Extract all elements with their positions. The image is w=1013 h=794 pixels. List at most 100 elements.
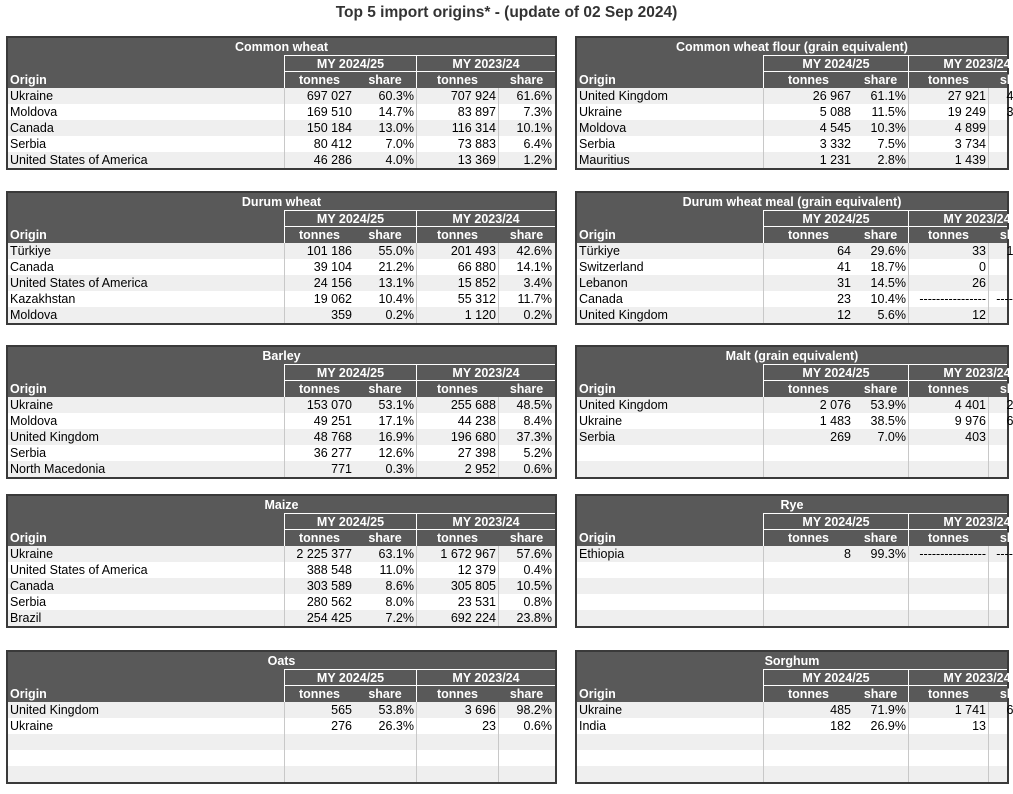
tonnes-current-cell [763, 750, 853, 766]
share-previous-cell: 1.2% [498, 152, 555, 168]
origin-cell: Moldova [10, 308, 58, 322]
share-previous-cell: 48.5% [498, 397, 555, 413]
my-current-header: MY 2024/25 [763, 211, 908, 227]
header-rule [763, 669, 1007, 670]
import-table: Durum wheat meal (grain equivalent) MY 20… [575, 191, 1013, 325]
share-previous-cell: 98.2% [498, 702, 555, 718]
table-title: Rye [780, 498, 804, 512]
header-rule [284, 380, 555, 381]
table-row: Ukraine 697 027 60.3% 707 924 61.6% [8, 88, 555, 104]
my-current-header: MY 2024/25 [284, 56, 416, 72]
share-header: share [368, 687, 402, 701]
my-previous-header: MY 2023/24 [416, 365, 555, 381]
import-table: Sorghum MY 2024/25 MY 2023/24 Origin tonnes s… [575, 650, 1013, 784]
share-current-cell [853, 594, 908, 610]
tonnes-previous-cell [908, 750, 988, 766]
table-row: Ukraine 485 71.9%1 74165.4% [577, 702, 1013, 718]
tonnes-header: tonnes [416, 381, 498, 397]
marketing-year-row: MY 2024/25 MY 2023/24 [577, 670, 1011, 686]
tonnes-previous-cell: 12 379 [416, 562, 498, 578]
import-table: Oats MY 2024/25 MY 2023/24 Origin tonnes shar… [6, 650, 557, 784]
tonnes-current-cell: 101 186 [284, 243, 354, 259]
origin-cell [577, 445, 763, 461]
tonnes-previous-cell: 26 [908, 275, 988, 291]
share-current-cell: 8.6% [385, 579, 415, 593]
origin-cell: Ukraine [10, 547, 54, 561]
tonnes-current-cell: 48 768 [284, 429, 354, 445]
tonnes-current-cell: 2 076 [763, 397, 853, 413]
table-row [577, 610, 1007, 626]
my-current-header: MY 2024/25 [763, 514, 908, 530]
table-title: Barley [262, 349, 301, 363]
my-previous-header: MY 2023/24 [908, 670, 1013, 686]
tonnes-previous-cell: 23 [416, 718, 498, 734]
share-current-cell: 4.0% [385, 153, 415, 167]
header-rule [763, 55, 1007, 56]
origin-header: Origin [579, 531, 616, 545]
header-rule [284, 55, 555, 56]
origin-cell: Ukraine [10, 398, 54, 412]
tonnes-header: tonnes [416, 72, 498, 88]
share-current-cell: 13.1% [378, 276, 414, 290]
my-previous-header: MY 2023/24 [908, 514, 1013, 530]
share-previous-cell: 14.1% [498, 259, 555, 275]
share-current-cell: 0.3% [385, 462, 415, 476]
share-current-cell: 8.0% [385, 595, 415, 609]
import-table: Durum wheat MY 2024/25 MY 2023/24 Origin ton… [6, 191, 557, 325]
column-header-row: Origin tonnes share tonnes share [8, 686, 555, 702]
tonnes-current-cell: 36 277 [284, 445, 354, 461]
share-current-cell: 10.3% [870, 121, 906, 135]
tonnes-header: tonnes [284, 72, 354, 88]
tonnes-current-cell: 153 070 [284, 397, 354, 413]
header-rule [763, 71, 1007, 72]
share-current-cell: 7.0% [385, 137, 415, 151]
tonnes-previous-cell [908, 594, 988, 610]
origin-cell [577, 562, 763, 578]
tonnes-previous-cell [908, 610, 988, 626]
table-title-row: Rye [577, 496, 1007, 514]
tonnes-current-cell: 41 [763, 259, 853, 275]
origin-header: Origin [579, 228, 616, 242]
tonnes-current-cell: 80 412 [284, 136, 354, 152]
tonnes-previous-cell: 1 672 967 [416, 546, 498, 562]
table-body: United Kingdom 565 53.8% 3 696 98.2% Ukraine 2… [8, 702, 555, 782]
origin-cell: Lebanon [579, 276, 628, 290]
table-title-row: Sorghum [577, 652, 1007, 670]
origin-cell: Türkiye [579, 244, 620, 258]
share-current-cell: 14.7% [378, 105, 414, 119]
share-header: share [863, 228, 898, 242]
tonnes-previous-cell: 2 952 [416, 461, 498, 477]
my-current-header: MY 2024/25 [763, 365, 908, 381]
share-header: share [509, 531, 544, 545]
import-table: Common wheat flour (grain equivalent) MY … [575, 36, 1013, 170]
origin-cell: North Macedonia [10, 462, 106, 476]
table-row: Türkiye 64 29.6%3310.0% [577, 243, 1013, 259]
origin-cell: Kazakhstan [10, 292, 76, 306]
import-table: Rye MY 2024/25 MY 2023/24 Origin tonnes share… [575, 494, 1013, 628]
origin-cell: Ukraine [579, 105, 623, 119]
share-previous-cell: 0.2% [498, 307, 555, 323]
tonnes-current-cell: 5 088 [763, 104, 853, 120]
tonnes-current-cell: 303 589 [284, 578, 354, 594]
my-previous-header: MY 2023/24 [416, 670, 555, 686]
header-rule [284, 226, 555, 227]
share-previous-cell [498, 734, 555, 750]
share-current-cell [853, 766, 908, 782]
table-row [577, 445, 1007, 461]
table-title: Maize [264, 498, 299, 512]
tonnes-current-cell [763, 610, 853, 626]
tonnes-previous-cell: 692 224 [416, 610, 498, 626]
share-previous-cell: 6.4% [498, 136, 555, 152]
tonnes-previous-cell: 201 493 [416, 243, 498, 259]
tonnes-previous-cell: 4 401 [908, 397, 988, 413]
tonnes-current-cell [763, 461, 853, 477]
tonnes-previous-cell: 27 398 [416, 445, 498, 461]
share-previous-cell: 5.2% [498, 445, 555, 461]
share-current-cell [853, 445, 908, 461]
tonnes-current-cell: 276 [284, 718, 354, 734]
import-table: Common wheat MY 2024/25 MY 2023/24 Origin to… [6, 36, 557, 170]
tonnes-previous-cell: 33 [908, 243, 988, 259]
tonnes-current-cell: 23 [763, 291, 853, 307]
